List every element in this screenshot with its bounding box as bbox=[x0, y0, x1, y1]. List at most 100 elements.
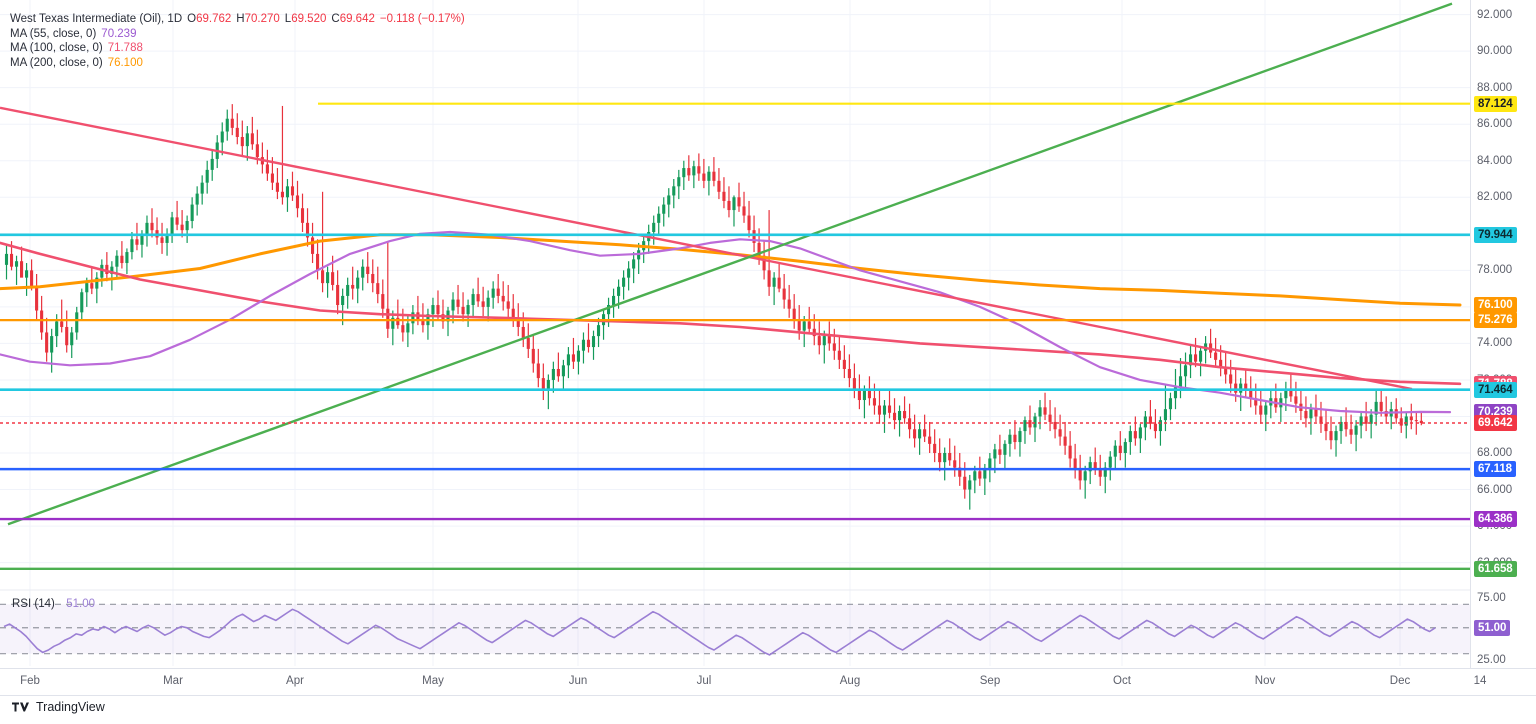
candle-body bbox=[1133, 431, 1137, 439]
candle-body bbox=[205, 169, 209, 183]
candle-body bbox=[466, 305, 470, 315]
candle-body bbox=[897, 410, 902, 421]
rsi-tick-label: 75.00 bbox=[1477, 592, 1506, 605]
level-67118[interactable]: 67.118 bbox=[1474, 461, 1516, 478]
candle-body bbox=[596, 325, 601, 337]
downtrend-resistance bbox=[0, 106, 1413, 391]
candle-body bbox=[1214, 352, 1218, 360]
candle-body bbox=[586, 339, 591, 348]
level-61658[interactable]: 61.658 bbox=[1474, 560, 1517, 577]
price-chart-panel[interactable] bbox=[0, 0, 1470, 668]
last-price-badge[interactable]: 69.642 bbox=[1474, 415, 1517, 431]
candle-body bbox=[1168, 398, 1173, 410]
candle-body bbox=[175, 217, 179, 225]
candle-body bbox=[1309, 409, 1313, 419]
candle-body bbox=[712, 171, 716, 181]
ma200-badge[interactable]: 76.100 bbox=[1474, 297, 1517, 314]
candle-body bbox=[481, 301, 485, 307]
time-tick-label: Feb bbox=[20, 675, 40, 687]
candle-body bbox=[546, 379, 550, 391]
candle-body bbox=[802, 321, 806, 331]
candle-body bbox=[682, 168, 686, 178]
candle-body bbox=[767, 270, 771, 287]
candle-body bbox=[1173, 387, 1178, 399]
candle-body bbox=[341, 295, 345, 306]
candle-body bbox=[411, 312, 415, 324]
candle-body bbox=[1259, 405, 1263, 415]
candle-body bbox=[1068, 445, 1072, 459]
candle-body bbox=[331, 272, 335, 285]
candle-body bbox=[1083, 471, 1087, 481]
level-64386[interactable]: 64.386 bbox=[1474, 511, 1517, 528]
candle-body bbox=[250, 133, 254, 145]
candle-body bbox=[496, 288, 500, 296]
candle-body bbox=[471, 294, 475, 306]
candle-body bbox=[872, 398, 877, 406]
candle-body bbox=[401, 325, 405, 333]
candle-body bbox=[697, 166, 701, 174]
level-87124[interactable]: 87.124 bbox=[1474, 95, 1517, 112]
candle-body bbox=[1359, 416, 1363, 426]
candle-body bbox=[862, 390, 866, 401]
candle-body bbox=[160, 237, 164, 243]
candle-body bbox=[632, 259, 636, 269]
candle-body bbox=[1289, 389, 1293, 397]
candle-body bbox=[933, 443, 937, 454]
candle-body bbox=[1053, 421, 1057, 430]
candle-body bbox=[867, 390, 871, 399]
candle-body bbox=[240, 136, 244, 147]
candle-body bbox=[842, 359, 846, 369]
candle-body bbox=[125, 252, 129, 264]
candle-body bbox=[461, 306, 465, 315]
level-75276[interactable]: 75.276 bbox=[1474, 312, 1517, 329]
candle-body bbox=[1073, 458, 1077, 470]
candle-body bbox=[386, 308, 390, 329]
time-scale[interactable]: Feb Mar Apr May Jun Jul Aug Sep Oct Nov Dec 14 bbox=[0, 668, 1536, 696]
candle-body bbox=[918, 429, 922, 439]
candle-body bbox=[837, 350, 841, 360]
candle-body bbox=[1193, 354, 1198, 362]
candle-body bbox=[90, 283, 94, 289]
candle-body bbox=[707, 171, 711, 181]
candle-body bbox=[1249, 390, 1253, 399]
candle-body bbox=[1148, 416, 1152, 424]
ma-100 bbox=[0, 241, 1462, 386]
candle-body bbox=[245, 133, 249, 147]
candle-body bbox=[526, 337, 530, 349]
time-tick-label: Sep bbox=[979, 675, 1001, 687]
rsi-value-badge[interactable]: 51.00 bbox=[1474, 619, 1511, 636]
level-79944[interactable]: 79.944 bbox=[1474, 226, 1517, 243]
candle-body bbox=[210, 158, 214, 170]
candle-body bbox=[727, 200, 731, 211]
tradingview-label: TradingView bbox=[36, 700, 105, 714]
candle-body bbox=[662, 204, 666, 214]
candle-body bbox=[1319, 416, 1323, 424]
candle-body bbox=[988, 458, 992, 470]
candle-body bbox=[1163, 409, 1168, 421]
candle-body bbox=[1003, 443, 1007, 455]
level-71464[interactable]: 71.464 bbox=[1474, 381, 1517, 398]
candle-body bbox=[1409, 416, 1413, 421]
candle-body bbox=[607, 305, 611, 315]
time-tick-label: Apr bbox=[286, 675, 304, 687]
candle-body bbox=[742, 206, 746, 216]
candle-body bbox=[1153, 423, 1157, 432]
candle-body bbox=[1078, 469, 1082, 481]
candle-body bbox=[566, 354, 570, 366]
candle-body bbox=[817, 336, 821, 346]
candle-body bbox=[807, 321, 811, 329]
candle-body bbox=[40, 310, 44, 333]
candle-body bbox=[652, 222, 656, 232]
candle-body bbox=[140, 235, 144, 245]
candle-body bbox=[100, 264, 104, 278]
price-tick-label: 90.000 bbox=[1477, 45, 1513, 58]
candle-body bbox=[406, 323, 410, 333]
time-tick-label: Nov bbox=[1254, 675, 1276, 687]
candle-body bbox=[978, 471, 982, 479]
price-scale[interactable]: 92.00090.00088.00086.00084.00082.00080.0… bbox=[1470, 0, 1536, 668]
candle-body bbox=[396, 317, 400, 326]
price-tick-label: 88.000 bbox=[1477, 81, 1513, 94]
time-tick-label: Aug bbox=[839, 675, 861, 687]
chart-canvas[interactable] bbox=[0, 0, 1470, 668]
